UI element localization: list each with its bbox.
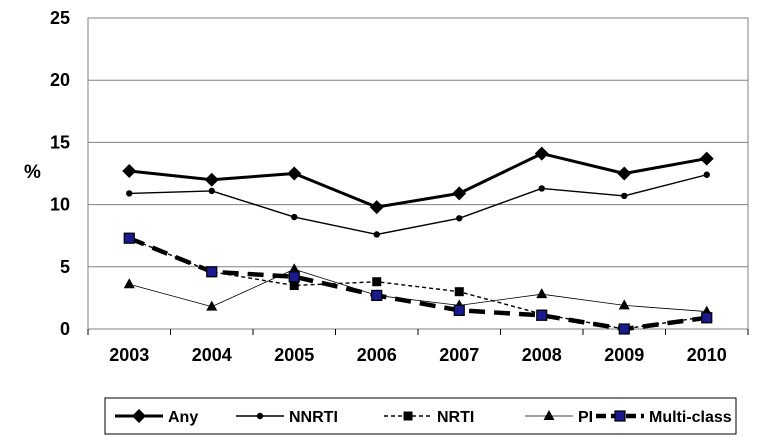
y-tick-label: 20 [50, 70, 70, 90]
series-any [122, 146, 714, 215]
y-axis-label: % [24, 162, 41, 183]
x-tick-label: 2008 [522, 345, 562, 365]
legend-item: Multi-class [596, 409, 732, 426]
legend-item: NNRTI [236, 409, 338, 426]
data-point [617, 166, 632, 181]
data-point [372, 277, 382, 287]
legend-item: NRTI [384, 409, 474, 426]
data-point [126, 190, 133, 197]
legend-swatch-marker [403, 411, 413, 421]
series-layer [122, 146, 714, 335]
legend-swatch-marker [256, 412, 264, 420]
legend-label: NNRTI [289, 409, 338, 426]
y-tick-label: 25 [50, 8, 70, 28]
x-tick-label: 2007 [439, 345, 479, 365]
y-tick-label: 10 [50, 195, 70, 215]
data-point [208, 187, 215, 195]
data-point [701, 312, 713, 324]
data-point [454, 287, 464, 297]
x-tick-label: 2003 [109, 345, 149, 365]
data-point [536, 309, 548, 321]
series-nrti [124, 233, 712, 334]
y-tick-label: 0 [60, 319, 70, 339]
legend-label: PI [578, 409, 593, 426]
data-point [699, 151, 714, 166]
data-point [703, 171, 710, 178]
y-tick-label: 5 [60, 257, 70, 277]
data-point [621, 192, 628, 200]
legend: Any NNRTI NRTI PI Multi-class [115, 409, 732, 426]
data-point [453, 304, 465, 316]
data-point [287, 166, 302, 181]
data-point [204, 172, 219, 187]
series-line [129, 152, 708, 209]
legend-item: Any [115, 409, 198, 426]
data-point [536, 288, 548, 299]
legend-swatch-marker [132, 409, 146, 423]
legend-swatch-marker [543, 410, 555, 420]
legend-label: Multi-class [649, 409, 732, 426]
data-point [122, 164, 137, 179]
data-point [618, 299, 630, 310]
data-point [534, 146, 549, 161]
y-tick-label: 15 [50, 132, 70, 152]
series-line [129, 268, 707, 312]
legend-swatch-marker [614, 410, 626, 422]
data-point [206, 266, 218, 278]
legend-label: Any [168, 409, 198, 426]
x-tick-label: 2006 [357, 345, 397, 365]
series-line [129, 174, 707, 236]
data-point [123, 232, 135, 244]
series-line [128, 236, 708, 332]
plot-area-border [87, 17, 749, 330]
series-nnrti [126, 171, 710, 238]
x-tick-label: 2009 [604, 345, 644, 365]
series-multi-class [123, 232, 713, 335]
data-point [373, 231, 380, 238]
data-point [288, 263, 300, 274]
data-point [371, 289, 383, 302]
data-point [288, 271, 300, 283]
data-point [289, 280, 299, 290]
x-tick-label: 2004 [192, 345, 232, 365]
data-point [369, 200, 384, 215]
gridlines [88, 79, 748, 268]
data-point [206, 300, 218, 311]
legend-label: NRTI [437, 409, 474, 426]
legend-item: PI [525, 409, 593, 426]
y-axis-tick-labels: 0 5 10 15 20 25 [50, 8, 70, 339]
series-line [128, 237, 707, 330]
x-axis-tick-labels: 2003 2004 2005 2006 2007 2008 2009 2010 [87, 329, 749, 365]
x-tick-label: 2010 [687, 345, 727, 365]
data-point [456, 215, 463, 222]
x-tick-label: 2005 [274, 345, 314, 365]
data-point [618, 323, 630, 335]
data-point [452, 186, 467, 201]
data-point [538, 185, 545, 192]
data-point [291, 213, 298, 221]
data-point [123, 278, 135, 289]
